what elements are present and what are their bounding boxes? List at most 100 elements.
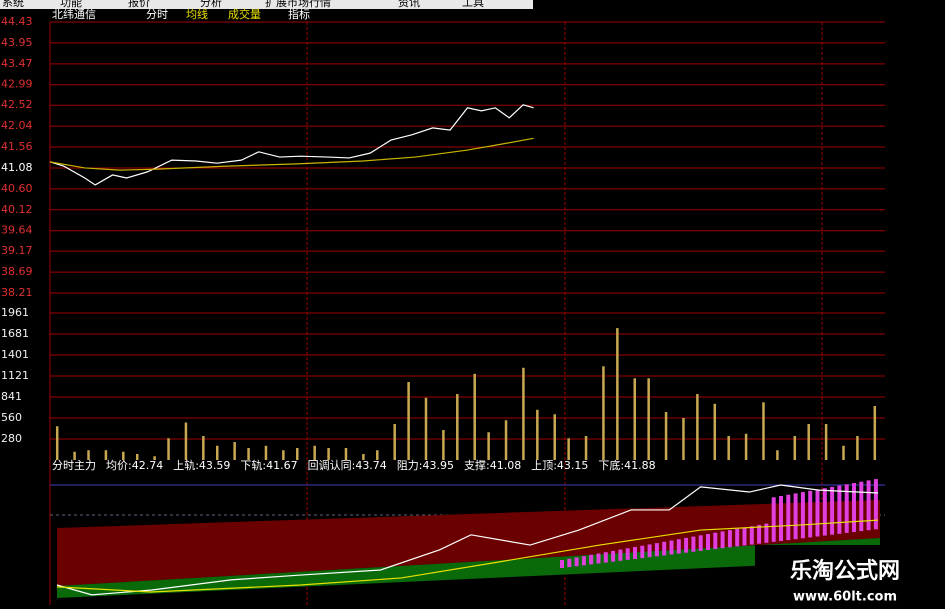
volume-bar (856, 436, 859, 460)
volume-bar (744, 433, 748, 460)
volume-bar (824, 424, 828, 460)
volume-bar (616, 328, 619, 460)
volume-bar (327, 448, 330, 460)
volume-bar (313, 445, 316, 460)
volume-bar (407, 382, 410, 460)
volume-bar (504, 420, 508, 460)
histogram-bar (757, 524, 762, 544)
histogram-bar (567, 558, 572, 568)
histogram-bar (837, 485, 842, 534)
histogram-bar (669, 540, 674, 555)
histogram-bar (611, 550, 616, 562)
volume-bar (682, 418, 685, 460)
menu-item[interactable]: 功能 (60, 0, 82, 9)
volume-bar (664, 412, 668, 460)
menu-item[interactable]: 分析 (200, 0, 222, 9)
indicator-label: 上轨:43.59 (173, 458, 230, 472)
y-tick-label: 1681 (1, 327, 29, 340)
indicator-label: 支撑:41.08 (464, 458, 521, 472)
indicator-label: 回调认同:43.74 (308, 459, 387, 472)
histogram-bar (560, 560, 564, 568)
histogram-bar (618, 549, 623, 561)
volume-bar (104, 450, 108, 460)
histogram-bar (822, 488, 827, 536)
volume-bar (567, 438, 570, 460)
volume-bar (73, 451, 76, 460)
volume-bar (264, 445, 268, 460)
histogram-bar (771, 497, 776, 542)
histogram-bar (603, 552, 608, 563)
menu-item[interactable]: 资讯 (398, 0, 420, 9)
volume-bar (393, 424, 396, 460)
band-lower (57, 538, 880, 598)
y-tick-label: 1961 (1, 306, 29, 319)
volume-bar (553, 414, 556, 460)
histogram-bar (727, 530, 732, 548)
y-tick-label: 43.47 (1, 57, 33, 70)
y-tick-label: 38.69 (1, 265, 33, 278)
indicator-label: 下底:41.88 (598, 458, 655, 472)
menu-item[interactable]: 系统 (2, 0, 24, 9)
stock-name: 北纬通信 (52, 8, 96, 21)
histogram-bar (574, 557, 579, 567)
volume-bar (487, 432, 490, 460)
volume-bar (713, 403, 717, 460)
histogram-bar (779, 496, 783, 541)
watermark-title: 乐淘公式网 (790, 558, 900, 584)
volume-bar (807, 424, 810, 460)
y-tick-label: 38.21 (1, 286, 33, 299)
histogram-bar (800, 492, 805, 539)
histogram-bar (713, 532, 718, 550)
histogram-bar (581, 556, 586, 566)
volume-bar (793, 436, 797, 460)
tab: 指标 (288, 7, 310, 21)
y-tick-label: 841 (1, 390, 22, 403)
y-tick-label: 42.99 (1, 78, 33, 91)
histogram-bar (625, 548, 630, 560)
volume-bar (202, 436, 205, 460)
menu-item[interactable]: 扩展市场行情 (265, 0, 331, 9)
y-tick-label: 41.08 (1, 161, 33, 174)
histogram-bar (830, 486, 835, 535)
volume-bar (536, 409, 539, 460)
histogram-bar (808, 490, 813, 538)
indicator-label: 下轨:41.67 (240, 458, 297, 472)
volume-bar (153, 456, 156, 460)
histogram-bar (859, 481, 864, 532)
y-tick-label: 44.43 (1, 15, 33, 28)
series-line (56, 519, 879, 593)
histogram-bar (764, 523, 769, 543)
menu-bar (0, 0, 533, 9)
indicator-label: 分时主力 (52, 459, 96, 472)
y-tick-label: 43.95 (1, 36, 33, 49)
watermark-url: www.60lt.com (793, 590, 897, 605)
mask (533, 0, 945, 140)
volume-bar (696, 394, 699, 460)
menu-item[interactable]: 报价 (128, 0, 150, 9)
volume-bar (184, 422, 188, 460)
y-tick-label: 41.56 (1, 140, 33, 153)
y-tick-label: 40.60 (1, 182, 33, 195)
histogram-bar (742, 527, 747, 546)
volume-bar (122, 451, 125, 460)
volume-bar (473, 373, 476, 460)
histogram-bar (735, 528, 740, 547)
histogram-bar (786, 494, 791, 541)
volume-bar (633, 378, 636, 460)
y-tick-label: 1401 (1, 348, 29, 361)
indicator-label: 阻力:43.95 (397, 459, 454, 472)
series-line (49, 104, 534, 186)
histogram-bar (706, 534, 710, 550)
volume-bar (584, 436, 588, 460)
menu-item[interactable]: 工具 (462, 0, 484, 9)
volume-bar (247, 448, 250, 460)
volume-bar (296, 448, 299, 460)
volume-bar (55, 426, 59, 460)
y-tick-label: 39.64 (1, 224, 33, 237)
volume-bar (362, 454, 365, 460)
volume-bar (647, 378, 650, 460)
histogram-bar (647, 544, 652, 558)
histogram-bar (589, 554, 594, 565)
volume-bar (135, 454, 139, 460)
